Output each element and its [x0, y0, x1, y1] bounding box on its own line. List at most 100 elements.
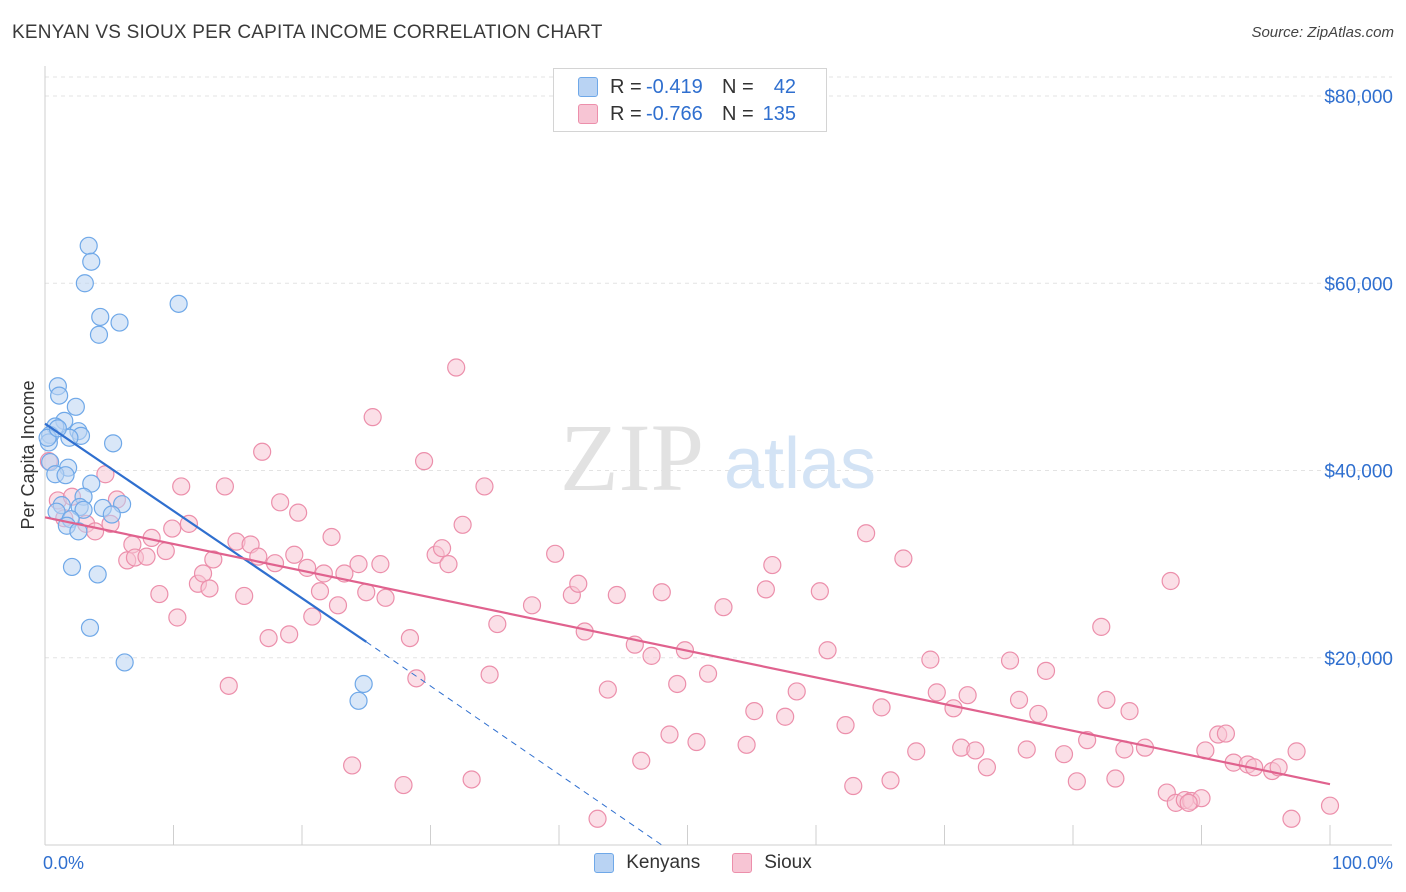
kenyan-point: [88, 565, 107, 584]
legend-item-sioux[interactable]: Sioux: [732, 852, 812, 874]
sioux-point: [966, 741, 985, 760]
sioux-point: [172, 477, 191, 496]
sioux-point: [844, 776, 863, 796]
stats-legend: R = -0.419 N = 42 R = -0.766 N = 135: [553, 68, 827, 132]
sioux-point: [363, 408, 382, 427]
kenyan-point: [89, 325, 109, 344]
legend-row-kenyans: R = -0.419 N = 42: [578, 73, 796, 101]
kenyan-point: [66, 397, 85, 416]
kenyan-point: [62, 557, 82, 577]
sioux-trend-line: [44, 516, 1331, 786]
sioux-point: [163, 519, 182, 538]
sioux-point: [407, 669, 426, 688]
sioux-point: [349, 555, 368, 574]
kenyans-legend-swatch: [594, 853, 615, 873]
sioux-point: [376, 588, 395, 607]
sioux-point: [1092, 617, 1111, 636]
sioux-point: [598, 680, 617, 699]
sioux-point: [894, 549, 913, 568]
sioux-point: [714, 598, 733, 617]
sioux-point: [1000, 651, 1020, 670]
sioux-point: [1179, 793, 1198, 812]
sioux-point: [756, 580, 775, 599]
sioux-point: [776, 707, 795, 726]
sioux-point: [322, 527, 341, 547]
sioux-point: [475, 477, 494, 496]
r-value: -0.419: [646, 75, 703, 98]
sioux-point: [200, 579, 219, 598]
sioux-point: [371, 555, 390, 574]
sioux-point: [927, 683, 946, 702]
n-label: N =: [722, 75, 754, 98]
sioux-point: [1017, 740, 1036, 759]
sioux-point: [546, 544, 565, 563]
kenyan-point: [91, 307, 110, 327]
sioux-point: [215, 477, 234, 496]
sioux-point: [400, 628, 420, 648]
kenyan-point: [75, 274, 94, 293]
sioux-point: [652, 583, 671, 602]
axes: [44, 66, 1392, 846]
sioux-point: [881, 771, 900, 790]
sioux-point: [632, 751, 651, 770]
kenyan-point: [69, 522, 88, 541]
sioux-point: [907, 742, 926, 761]
sioux-point: [921, 650, 940, 669]
sioux-point: [836, 716, 855, 735]
sioux-point: [488, 614, 507, 634]
series-legend: Kenyans Sioux: [0, 852, 1406, 874]
sioux-point: [1067, 772, 1086, 791]
sioux-point: [745, 702, 764, 721]
sioux-point: [1287, 742, 1306, 761]
sioux-point: [737, 735, 756, 754]
sioux-point: [857, 524, 876, 543]
sioux-point: [818, 641, 837, 660]
sioux-point: [462, 770, 481, 789]
sioux-point: [1078, 731, 1097, 750]
sioux-point: [150, 584, 169, 604]
r-label: R =: [610, 75, 642, 98]
sioux-point: [872, 698, 891, 717]
grid-lines: [45, 76, 1392, 659]
legend-item-kenyans[interactable]: Kenyans: [594, 852, 700, 874]
kenyan-point: [48, 419, 67, 438]
sioux-point: [394, 775, 413, 795]
tick-labels: $20,000 $40,000 $60,000 $80,000 0.0% 100.0%: [43, 87, 1393, 873]
kenyan-point: [50, 386, 69, 405]
sioux-point: [414, 452, 434, 471]
sioux-point: [328, 596, 348, 615]
sioux-point: [1054, 745, 1074, 764]
kenyan-point: [169, 294, 188, 313]
trend-lines: [44, 422, 1331, 846]
kenyan-point: [354, 674, 373, 694]
kenyan-point: [349, 691, 368, 710]
legend-row-sioux: R = -0.766 N = 135: [578, 100, 796, 128]
source-credit: Source: ZipAtlas.com: [1251, 24, 1394, 41]
n-value: 135: [762, 102, 796, 125]
chart-title: KENYAN VS SIOUX PER CAPITA INCOME CORREL…: [12, 22, 603, 43]
sioux-point: [235, 586, 254, 606]
sioux-point: [1009, 690, 1029, 709]
sioux-point: [289, 503, 308, 522]
sioux-point: [285, 545, 304, 564]
kenyan-point: [115, 653, 134, 672]
sioux-point: [259, 628, 278, 648]
y-axis-label: Per Capita Income: [18, 380, 38, 529]
sioux-point: [698, 664, 718, 683]
sioux-point: [569, 574, 588, 593]
sioux-point: [1282, 809, 1301, 828]
sioux-point: [280, 625, 299, 644]
sioux-point: [303, 607, 322, 626]
sioux-point: [137, 547, 156, 566]
x-tick-label-end: 100.0%: [1332, 853, 1393, 873]
sioux-point: [193, 564, 213, 583]
r-value: -0.766: [646, 102, 703, 125]
sioux-point: [447, 358, 466, 377]
kenyan-points: [38, 236, 373, 710]
sioux-point: [1216, 724, 1236, 743]
sioux-point: [763, 555, 782, 575]
y-tick-label: $20,000: [1324, 649, 1393, 670]
kenyan-point: [56, 466, 75, 485]
sioux-point: [1097, 690, 1116, 709]
